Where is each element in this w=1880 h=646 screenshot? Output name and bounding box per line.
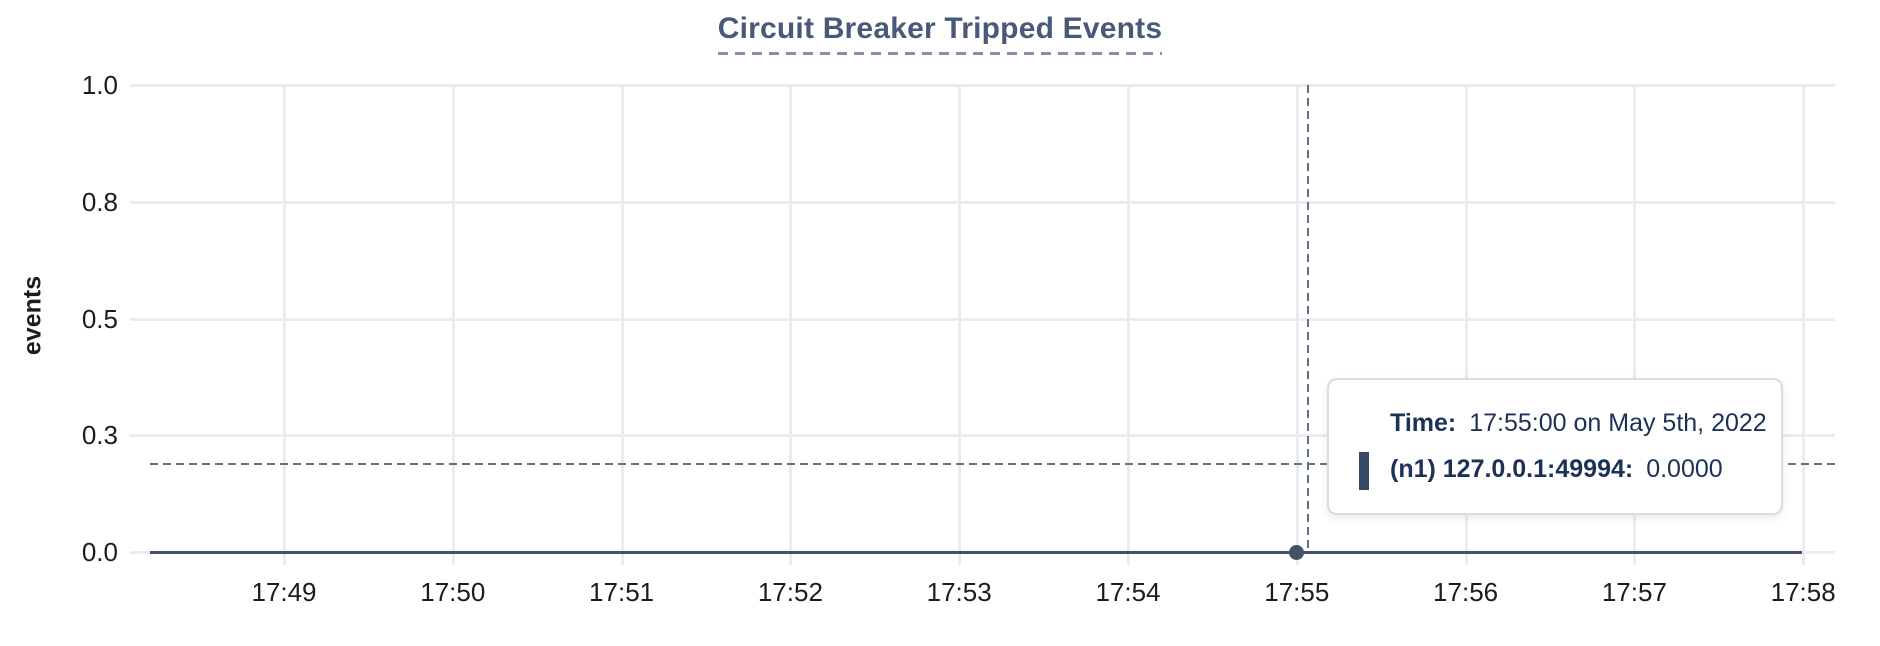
x-tick-label: 17:58 xyxy=(1770,577,1836,607)
chart-title[interactable]: Circuit Breaker Tripped Events xyxy=(717,12,1163,55)
x-tick-label: 17:54 xyxy=(1095,577,1161,607)
x-tick-label: 17:57 xyxy=(1601,577,1667,607)
y-tick-label: 0.8 xyxy=(81,186,118,217)
y-tick-label: 1.0 xyxy=(81,70,118,100)
x-tick-label: 17:51 xyxy=(589,577,655,607)
series-swatch-icon xyxy=(1359,451,1383,490)
gridline-horizontal xyxy=(130,434,1835,438)
y-tick-label: 0.0 xyxy=(81,537,118,567)
chart-title-row: Circuit Breaker Tripped Events xyxy=(0,12,1880,55)
y-tick-label: 0.5 xyxy=(81,303,118,334)
tooltip-series-value: 0.0000 xyxy=(1646,455,1723,483)
x-tick-label: 17:49 xyxy=(251,577,317,607)
gridline-horizontal xyxy=(130,84,1835,87)
gridline-horizontal xyxy=(130,317,1835,321)
gridline-vertical xyxy=(958,85,962,565)
y-tick-label: 0.3 xyxy=(81,420,118,451)
gridline-vertical xyxy=(1633,85,1637,565)
highlighted-data-point xyxy=(1289,544,1305,560)
gridline-vertical xyxy=(1464,85,1468,565)
series-line xyxy=(150,550,1802,554)
gridline-vertical xyxy=(1802,85,1806,565)
gridline-horizontal xyxy=(130,200,1835,204)
tooltip-series-label: (n1) 127.0.0.1:49994: xyxy=(1390,455,1634,483)
x-tick-label: 17:55 xyxy=(1264,577,1330,607)
gridline-vertical xyxy=(451,85,455,565)
tooltip-time-row: Time: 17:55:00 on May 5th, 2022 xyxy=(1359,410,1781,437)
x-tick-label: 17:56 xyxy=(1433,577,1499,607)
tooltip-series-row: (n1) 127.0.0.1:49994: 0.0000 xyxy=(1359,451,1781,490)
x-tick-label: 17:52 xyxy=(757,577,823,607)
tooltip-time-label: Time: xyxy=(1390,409,1457,437)
tooltip: Time: 17:55:00 on May 5th, 2022 (n1) 127… xyxy=(1327,378,1783,515)
gridline-vertical xyxy=(1295,85,1299,565)
x-tick-label: 17:53 xyxy=(926,577,992,607)
gridline-vertical xyxy=(1127,85,1130,565)
gridline-vertical xyxy=(620,85,624,565)
crosshair-vertical-line xyxy=(1307,85,1309,550)
tooltip-icon-spacer xyxy=(1359,412,1383,436)
gridline-vertical xyxy=(283,85,286,565)
x-tick-label: 17:50 xyxy=(420,577,486,607)
gridline-vertical xyxy=(789,85,793,565)
tooltip-time-value: 17:55:00 on May 5th, 2022 xyxy=(1469,409,1767,437)
crosshair-horizontal-line xyxy=(150,463,1835,465)
